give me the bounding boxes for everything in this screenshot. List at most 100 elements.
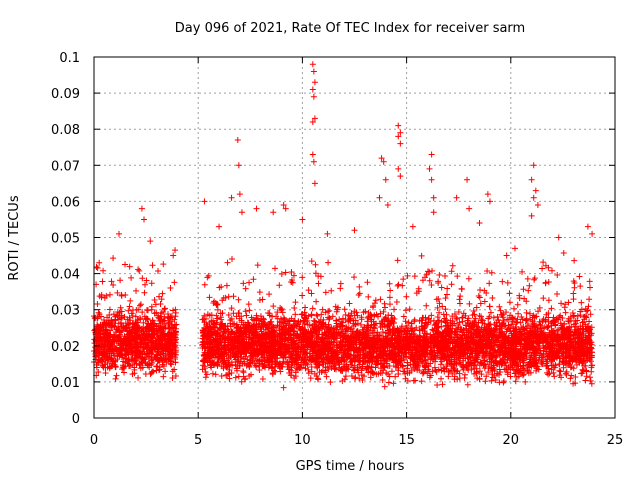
- data-point: [135, 306, 142, 313]
- data-point: [367, 374, 374, 381]
- data-point: [572, 374, 579, 381]
- data-point: [169, 339, 176, 346]
- data-point: [218, 373, 225, 380]
- data-point: [101, 333, 108, 340]
- data-point: [113, 372, 120, 379]
- data-point: [229, 255, 236, 262]
- data-point: [571, 257, 578, 264]
- data-point: [131, 366, 138, 373]
- data-point: [99, 321, 106, 328]
- data-point: [276, 282, 283, 289]
- data-point: [500, 379, 507, 386]
- data-point: [337, 280, 344, 287]
- data-point: [394, 282, 401, 289]
- data-point: [570, 290, 577, 297]
- data-point: [122, 261, 129, 268]
- data-point: [436, 309, 443, 316]
- data-point: [429, 267, 436, 274]
- data-point: [212, 371, 219, 378]
- data-point: [104, 343, 111, 350]
- data-point: [116, 350, 123, 357]
- data-point: [562, 370, 569, 377]
- data-point: [117, 304, 124, 311]
- data-point: [156, 366, 163, 373]
- data-point: [120, 338, 127, 345]
- data-point: [127, 317, 134, 324]
- data-point: [168, 312, 175, 319]
- data-point: [136, 267, 143, 274]
- data-point: [98, 294, 105, 301]
- data-point: [127, 297, 134, 304]
- data-point: [125, 344, 132, 351]
- data-point: [156, 336, 163, 343]
- data-point: [342, 373, 349, 380]
- data-point: [365, 293, 372, 300]
- data-point: [438, 284, 445, 291]
- data-point: [125, 307, 132, 314]
- data-point: [137, 301, 144, 308]
- data-point: [464, 381, 471, 388]
- data-point: [99, 361, 106, 368]
- data-point: [506, 290, 513, 297]
- data-point: [134, 351, 141, 358]
- data-point: [302, 304, 309, 311]
- data-point: [327, 379, 334, 386]
- data-point: [165, 348, 172, 355]
- data-point: [94, 301, 101, 308]
- data-point: [154, 355, 161, 362]
- data-point: [475, 293, 482, 300]
- data-point: [400, 276, 407, 283]
- data-point: [125, 363, 132, 370]
- data-point: [165, 331, 172, 338]
- data-point: [314, 312, 321, 319]
- data-point: [161, 342, 168, 349]
- data-point: [228, 370, 235, 377]
- data-point: [449, 370, 456, 377]
- data-point: [157, 313, 164, 320]
- data-point: [136, 339, 143, 346]
- data-point: [118, 345, 125, 352]
- data-point: [172, 334, 179, 341]
- data-point: [126, 303, 133, 310]
- data-point: [144, 307, 151, 314]
- data-point: [112, 375, 119, 382]
- data-point: [123, 336, 130, 343]
- data-point: [551, 373, 558, 380]
- data-point: [442, 295, 449, 302]
- data-point: [92, 353, 99, 360]
- data-point: [206, 294, 213, 301]
- data-point: [115, 316, 122, 323]
- data-point: [159, 354, 166, 361]
- data-point: [359, 377, 366, 384]
- data-point: [153, 309, 160, 316]
- data-point: [477, 286, 484, 293]
- data-point: [171, 331, 178, 338]
- data-point: [486, 280, 493, 287]
- data-point: [563, 368, 570, 375]
- data-point: [307, 375, 314, 382]
- data-point: [461, 375, 468, 382]
- data-point: [154, 340, 161, 346]
- data-point: [110, 255, 117, 262]
- data-point: [110, 282, 117, 289]
- data-point: [364, 279, 371, 286]
- data-point: [133, 321, 140, 328]
- data-point: [151, 296, 158, 303]
- data-point: [145, 353, 152, 360]
- data-point: [160, 261, 167, 268]
- data-point: [289, 279, 296, 286]
- data-point: [586, 318, 593, 325]
- data-point: [228, 305, 235, 312]
- data-point: [111, 332, 118, 339]
- data-point: [202, 369, 209, 376]
- data-point: [486, 313, 493, 320]
- data-point: [201, 281, 208, 288]
- data-point: [556, 367, 563, 374]
- data-point: [144, 332, 151, 339]
- data-point: [112, 363, 119, 370]
- data-point: [124, 349, 131, 356]
- data-point: [554, 290, 561, 297]
- data-point: [135, 374, 142, 381]
- data-point: [147, 370, 154, 377]
- data-point: [489, 294, 496, 301]
